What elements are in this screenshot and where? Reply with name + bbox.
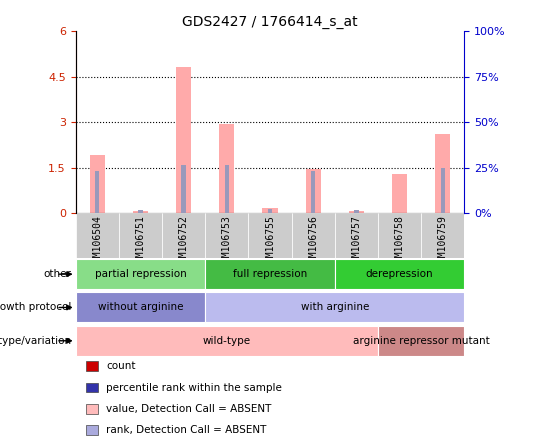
Text: other: other: [44, 269, 72, 279]
Text: partial repression: partial repression: [94, 269, 186, 279]
Bar: [268, 209, 272, 213]
Text: derepression: derepression: [366, 269, 434, 279]
Bar: [335, 213, 378, 258]
Bar: [378, 326, 464, 356]
Bar: [335, 259, 464, 289]
Bar: [176, 67, 191, 213]
Text: value, Detection Call = ABSENT: value, Detection Call = ABSENT: [106, 404, 272, 414]
Bar: [76, 293, 205, 322]
Text: with arginine: with arginine: [301, 302, 369, 313]
Text: GSM106751: GSM106751: [136, 215, 145, 268]
Bar: [76, 213, 119, 258]
Bar: [421, 213, 464, 258]
Bar: [181, 165, 186, 213]
Text: percentile rank within the sample: percentile rank within the sample: [106, 383, 282, 392]
Bar: [354, 210, 359, 213]
Text: GSM106504: GSM106504: [92, 215, 102, 268]
Bar: [133, 211, 148, 213]
Bar: [378, 213, 421, 258]
Bar: [292, 213, 335, 258]
Bar: [119, 213, 162, 258]
Text: GSM106757: GSM106757: [352, 215, 361, 268]
Bar: [76, 259, 205, 289]
Bar: [311, 170, 315, 213]
Text: GSM106758: GSM106758: [395, 215, 404, 268]
Bar: [392, 174, 407, 213]
Bar: [225, 165, 229, 213]
Text: without arginine: without arginine: [98, 302, 183, 313]
Text: count: count: [106, 361, 136, 371]
Bar: [349, 211, 364, 213]
Bar: [138, 210, 143, 213]
Text: genotype/variation: genotype/variation: [0, 336, 72, 346]
Bar: [162, 213, 205, 258]
Bar: [90, 155, 105, 213]
Text: GSM106753: GSM106753: [222, 215, 232, 268]
Text: arginine repressor mutant: arginine repressor mutant: [353, 336, 490, 346]
Text: GSM106759: GSM106759: [438, 215, 448, 268]
Text: GSM106755: GSM106755: [265, 215, 275, 268]
Bar: [441, 168, 445, 213]
Text: rank, Detection Call = ABSENT: rank, Detection Call = ABSENT: [106, 425, 267, 435]
Text: growth protocol: growth protocol: [0, 302, 72, 313]
Text: GSM106752: GSM106752: [179, 215, 188, 268]
Bar: [76, 326, 378, 356]
Bar: [205, 293, 464, 322]
Text: wild-type: wild-type: [202, 336, 251, 346]
Text: GSM106756: GSM106756: [308, 215, 318, 268]
Bar: [306, 169, 321, 213]
Bar: [219, 123, 234, 213]
Text: full repression: full repression: [233, 269, 307, 279]
Bar: [205, 213, 248, 258]
Bar: [248, 213, 292, 258]
Bar: [435, 134, 450, 213]
Bar: [262, 208, 278, 213]
Bar: [95, 170, 99, 213]
Bar: [205, 259, 335, 289]
Title: GDS2427 / 1766414_s_at: GDS2427 / 1766414_s_at: [182, 15, 358, 29]
